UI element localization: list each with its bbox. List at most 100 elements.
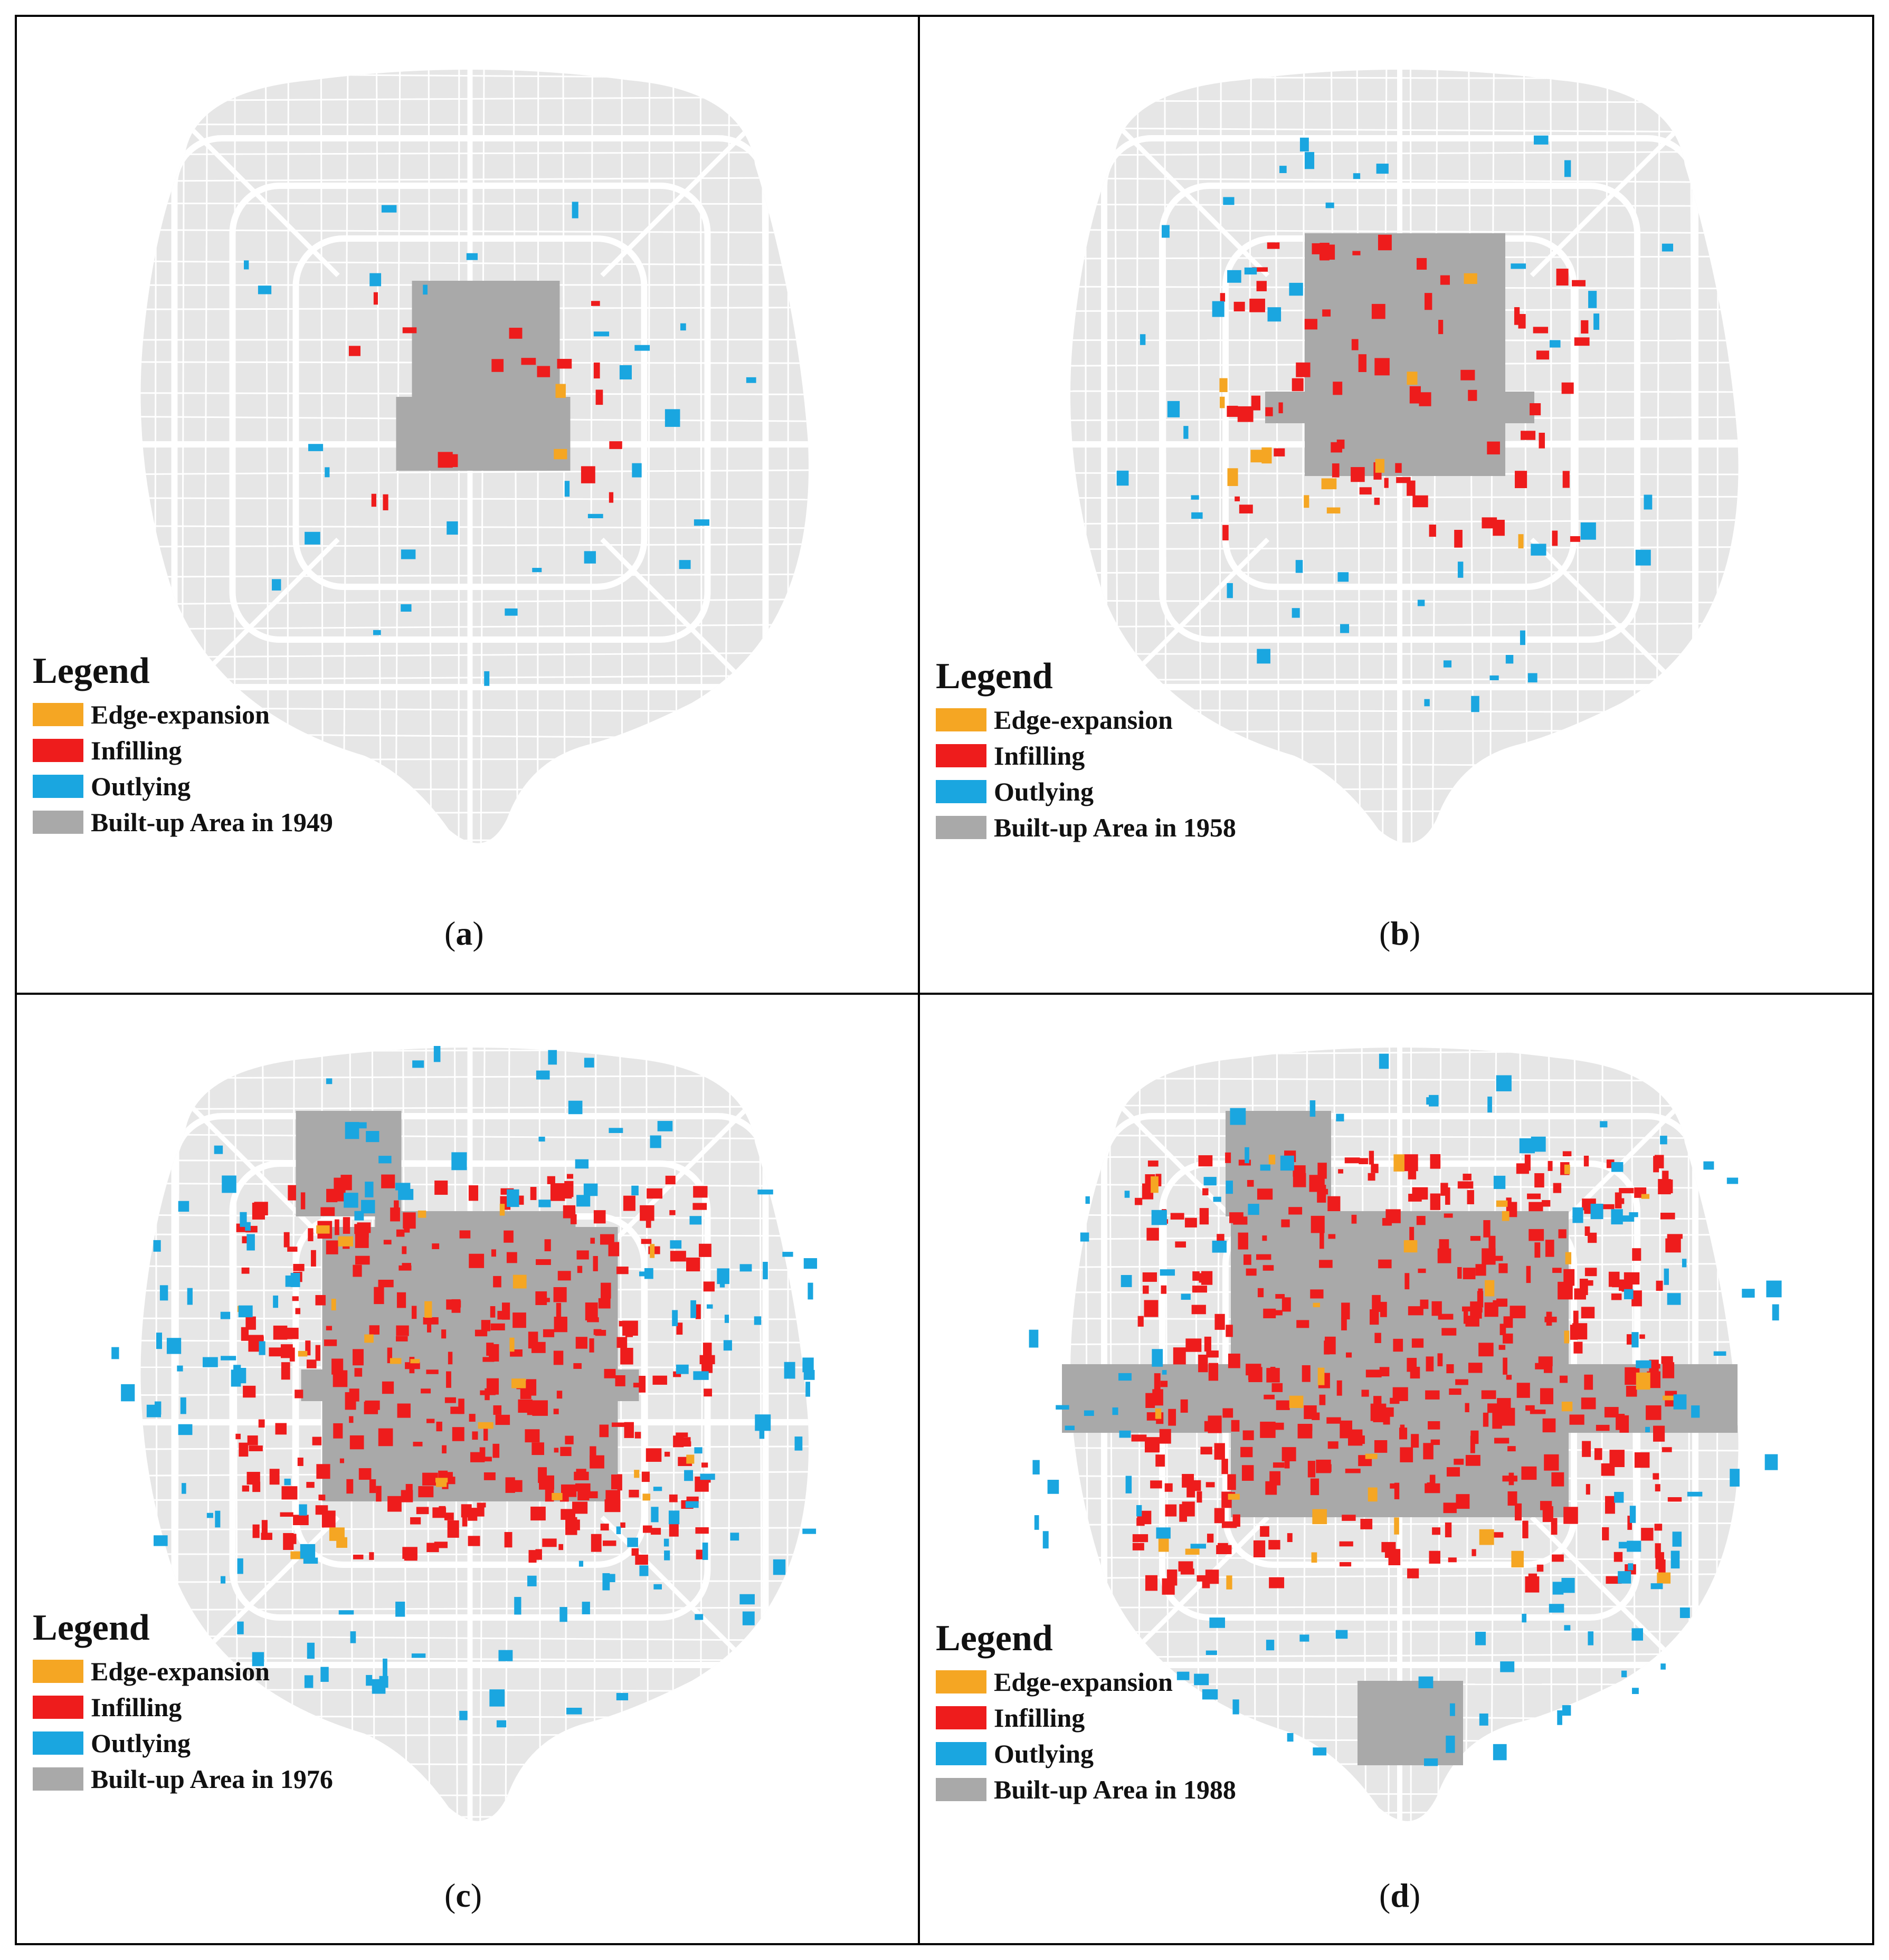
infilling-patch — [1374, 1333, 1381, 1343]
outlying-patch — [578, 1561, 584, 1567]
infilling-patch — [1319, 1394, 1326, 1405]
outlying-patch — [214, 1145, 223, 1154]
outlying-patch — [1561, 1577, 1575, 1593]
infilling-patch — [1233, 301, 1245, 312]
infilling-patch — [1379, 1367, 1390, 1377]
infilling-patch — [1465, 1403, 1469, 1413]
infilling-patch — [490, 1306, 496, 1318]
edge-expansion-patch — [1464, 273, 1477, 284]
outlying-patch — [572, 202, 578, 218]
infilling-patch — [591, 301, 600, 306]
outlying-patch — [1522, 1613, 1527, 1623]
infilling-patch — [1263, 1265, 1274, 1271]
outlying-patch — [1248, 1204, 1259, 1215]
infilling-patch — [701, 1462, 708, 1468]
outlying-patch — [1549, 340, 1561, 348]
edge-expansion-patch — [1312, 1509, 1327, 1525]
outlying-patch — [676, 1364, 689, 1374]
edge-expansion-patch — [1151, 1176, 1159, 1193]
outlying-patch — [166, 1338, 182, 1354]
infilling-patch — [1192, 1286, 1207, 1293]
infilling-patch — [1624, 1272, 1640, 1285]
outlying-patch — [602, 1573, 610, 1591]
outlying-patch — [507, 1189, 519, 1207]
infilling-patch — [1145, 1393, 1155, 1408]
legend-item-edge-expansion: Edge-expansion — [33, 697, 333, 732]
infilling-patch — [1653, 1425, 1665, 1442]
outlying-patch — [1672, 1531, 1682, 1547]
infilling-patch — [287, 1247, 298, 1252]
outlying-patch — [489, 1689, 505, 1707]
infilling-patch — [1170, 1213, 1184, 1220]
outlying-patch — [1628, 1563, 1634, 1571]
infilling-patch — [585, 1491, 598, 1499]
outlying-patch — [459, 1710, 468, 1720]
infilling-patch — [1481, 1390, 1496, 1400]
infilling-patch — [703, 1281, 715, 1292]
infilling-patch — [1665, 1238, 1681, 1253]
outlying-patch — [498, 1650, 513, 1661]
outlying-patch — [1588, 291, 1597, 308]
infilling-patch — [528, 1331, 538, 1349]
infilling-patch — [565, 1435, 574, 1444]
infilling-patch — [1269, 1471, 1281, 1486]
infilling-patch — [598, 1298, 611, 1309]
infilling-patch — [1558, 1281, 1573, 1300]
infilling-patch — [669, 1210, 676, 1215]
infilling-patch — [1552, 530, 1558, 546]
infilling-patch — [1409, 386, 1421, 404]
edge-expansion-patch — [1561, 1401, 1573, 1412]
infilling-patch — [1407, 1568, 1419, 1578]
infilling-patch — [1454, 1459, 1464, 1465]
legend-item-edge-expansion: Edge-expansion — [936, 1664, 1236, 1700]
outlying-patch — [679, 560, 691, 569]
infilling-patch — [1208, 1363, 1219, 1381]
infilling-patch — [1412, 495, 1428, 508]
panel-d: Legend Edge-expansion Infilling Outlying… — [920, 995, 1874, 1943]
legend-label: Built-up Area in 1988 — [994, 1775, 1236, 1804]
outlying-patch — [1618, 1542, 1630, 1549]
edge-expansion-patch — [1317, 1367, 1325, 1385]
infilling-patch — [1175, 1241, 1186, 1248]
infilling-patch — [1605, 1496, 1615, 1514]
infilling-patch — [676, 1322, 683, 1335]
legend-item-edge-expansion: Edge-expansion — [936, 702, 1236, 738]
infilling-patch — [469, 1253, 485, 1268]
infilling-patch — [1632, 1248, 1641, 1261]
infilling-patch — [1154, 1373, 1161, 1390]
infilling-patch — [1276, 1400, 1290, 1410]
outlying-patch — [1340, 624, 1350, 633]
map-a — [140, 70, 809, 843]
edge-expansion-patch — [1564, 1164, 1570, 1174]
outlying-patch — [1644, 494, 1653, 510]
infilling-patch — [1514, 1503, 1522, 1521]
outlying-patch — [1493, 1175, 1506, 1190]
infilling-patch — [553, 1409, 559, 1414]
caption-paren-open: ( — [1379, 1877, 1391, 1914]
infilling-patch — [1661, 1356, 1673, 1364]
infilling-patch — [315, 1295, 326, 1306]
edge-expansion-patch — [364, 1334, 374, 1343]
infilling-patch — [1472, 1549, 1476, 1556]
infilling-patch — [426, 1369, 439, 1374]
infilling-patch — [526, 1379, 537, 1396]
outlying-patch — [680, 323, 686, 331]
infilling-patch — [448, 1352, 453, 1365]
legend-label: Edge-expansion — [91, 700, 270, 729]
outlying-patch — [1621, 1215, 1635, 1222]
outlying-patch — [1552, 1582, 1564, 1595]
infilling-patch — [1322, 309, 1331, 317]
infilling-patch — [462, 1510, 468, 1527]
outlying-patch — [566, 1708, 582, 1715]
outlying-patch — [1034, 1515, 1039, 1530]
outlying-patch — [559, 1607, 567, 1622]
infilling-patch — [486, 1378, 499, 1395]
infilling-patch — [1455, 1379, 1468, 1385]
infilling-patch — [535, 1549, 542, 1560]
edge-expansion-patch — [1219, 378, 1228, 392]
outlying-patch — [1292, 608, 1300, 618]
outlying-patch — [670, 1240, 682, 1249]
outlying-patch — [1635, 549, 1651, 566]
outlying-patch — [1266, 1640, 1275, 1651]
infilling-patch — [519, 1195, 524, 1205]
